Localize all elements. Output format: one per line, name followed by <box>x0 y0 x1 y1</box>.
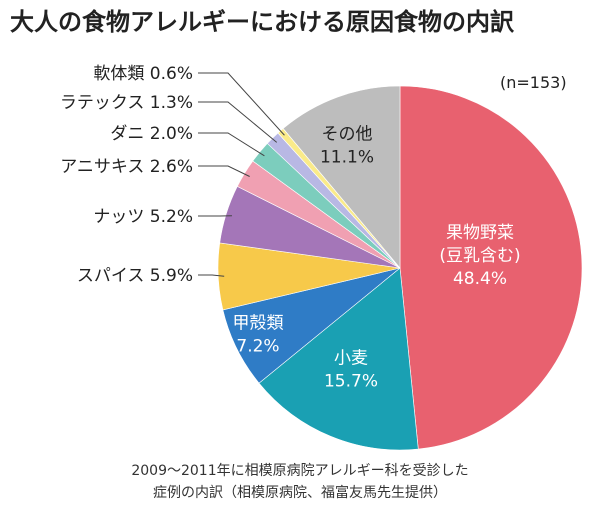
sample-size-note: (n=153) <box>500 73 567 92</box>
leader-line <box>198 101 278 143</box>
slice-value-label: 15.7% <box>324 372 378 392</box>
slice-value-label: 11.1% <box>320 148 374 168</box>
slice-category-label: その他 <box>322 125 373 145</box>
slice-outside-label: ダニ 2.0% <box>110 124 193 144</box>
slice-outside-label: ラテックス 1.3% <box>60 93 193 113</box>
leader-lines <box>198 72 285 277</box>
slice-labels: 果物野菜 (豆乳含む) 48.4% 小麦 15.7% 甲殻類 7.2% スパイス 5.9% ナッ… <box>60 64 521 392</box>
leader-line <box>198 72 285 136</box>
pie-slice-10 <box>282 85 401 269</box>
caption-line-1: 2009〜2011年に相模原病院アレルギー科を受診した <box>131 463 468 479</box>
caption-line-2: 症例の内訳（相模原病院、福富友馬先生提供） <box>153 484 447 501</box>
slice-value-label: 7.2% <box>236 337 279 357</box>
leader-line <box>198 165 250 177</box>
slice-category-label: 甲殻類 <box>233 314 284 334</box>
pie-slices <box>217 85 583 451</box>
leader-line <box>198 274 225 277</box>
slice-category-label: 果物野菜 <box>446 223 514 243</box>
slice-value-label: 48.4% <box>453 269 507 289</box>
chart-title: 大人の食物アレルギーにおける原因食物の内訳 <box>10 8 515 36</box>
slice-outside-label: ナッツ 5.2% <box>93 207 193 227</box>
slice-outside-label: アニサキス 2.6% <box>60 157 193 177</box>
slice-category-label: (豆乳含む) <box>439 246 520 266</box>
slice-category-label: 小麦 <box>334 349 368 369</box>
leader-line <box>198 132 265 157</box>
pie-slice-1 <box>399 85 583 450</box>
pie-slice-2 <box>258 267 419 451</box>
slice-outside-label: 軟体類 0.6% <box>93 64 193 84</box>
slice-outside-label: スパイス 5.9% <box>77 266 193 286</box>
